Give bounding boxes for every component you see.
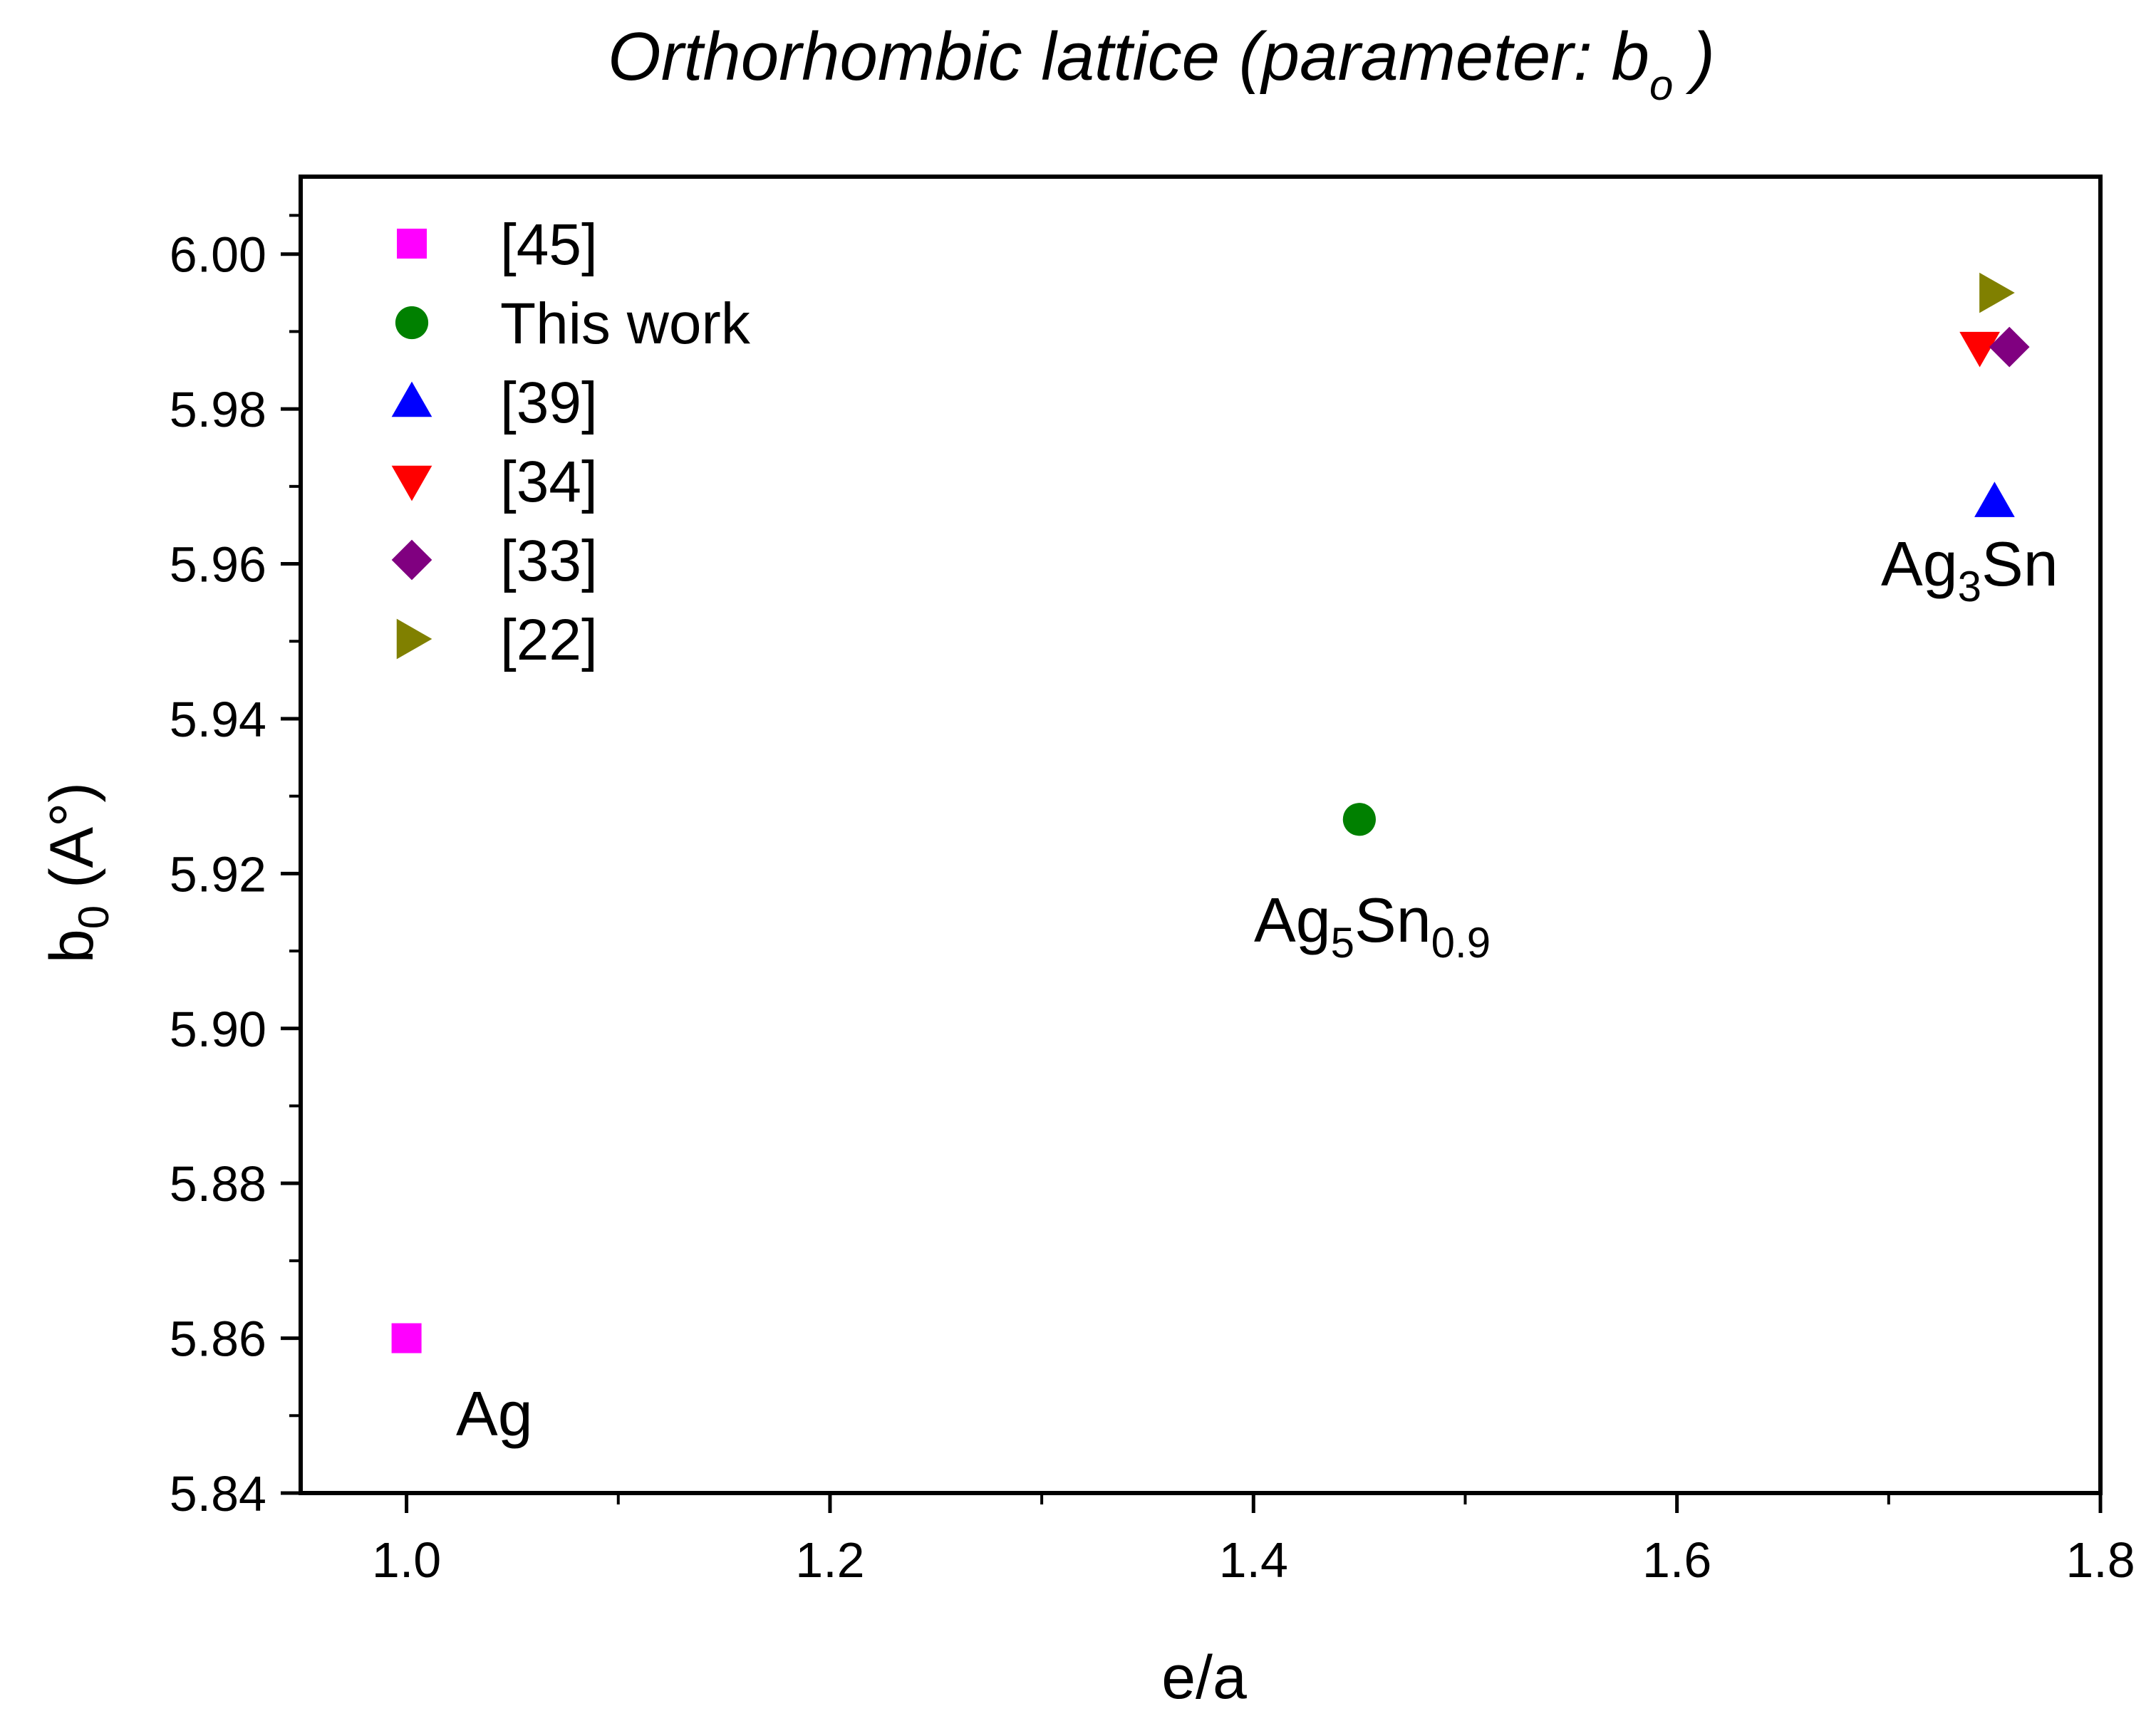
y-tick-label: 5.90 <box>170 1002 266 1057</box>
legend: [45] This work [39] [34] [33] [22] <box>391 212 751 672</box>
y-tick-label: 5.86 <box>170 1311 266 1367</box>
chart-title: Orthorhombic lattice (parameter: bo ) <box>608 19 1715 109</box>
y-axis-title-main: b <box>38 929 106 963</box>
x-tick-label: 1.2 <box>795 1532 864 1588</box>
y-tick-label: 5.94 <box>170 692 266 747</box>
legend-marker-45 <box>397 229 427 259</box>
data-point-22 <box>1979 272 2015 313</box>
x-axis-title: e/a <box>1161 1643 1247 1712</box>
y-tick-label: 5.84 <box>170 1466 266 1522</box>
y-tick-label: 5.96 <box>170 537 266 593</box>
y-axis-title: b0 (A°) <box>38 782 118 963</box>
legend-marker-33 <box>391 539 432 581</box>
legend-label-this-work: This work <box>500 291 751 356</box>
annotation-ag5sn: Ag5Sn0.9 <box>1254 885 1491 967</box>
annotation-ag5sn-sub-2: 0.9 <box>1431 919 1491 967</box>
chart-title-end: ) <box>1673 19 1715 95</box>
legend-marker-34 <box>391 465 432 501</box>
data-point-33 <box>1989 326 2030 368</box>
y-tick-label: 5.92 <box>170 846 266 902</box>
annotation-ag3sn-text: Sn <box>1981 529 2058 599</box>
plot-frame <box>299 175 2103 1495</box>
annotation-ag3sn-base: Ag <box>1881 529 1958 599</box>
legend-label-45: [45] <box>500 212 598 277</box>
legend-marker-22 <box>396 618 432 660</box>
data-points <box>391 272 2030 1353</box>
annotation-ag: Ag <box>456 1378 533 1449</box>
chart-title-subscript: o <box>1649 61 1673 109</box>
legend-label-22: [22] <box>500 608 598 672</box>
legend-marker-39 <box>391 381 432 417</box>
x-tick-label: 1.6 <box>1642 1532 1711 1588</box>
y-axis-title-end: (A°) <box>38 782 106 905</box>
annotation-ag3sn-sub: 3 <box>1958 563 1981 610</box>
annotation-ag5sn-text: Sn <box>1354 885 1431 955</box>
annotation-ag3sn: Ag3Sn <box>1881 529 2058 610</box>
legend-label-34: [34] <box>500 449 598 514</box>
legend-label-33: [33] <box>500 529 598 593</box>
chart-title-main: Orthorhombic lattice (parameter: b <box>608 19 1649 95</box>
data-point-34 <box>1959 331 2000 368</box>
x-tick-label: 1.8 <box>2066 1532 2135 1588</box>
annotation-ag-base: Ag <box>456 1378 533 1449</box>
y-tick-label: 6.00 <box>170 227 266 283</box>
y-axis-title-subscript: 0 <box>70 905 118 929</box>
x-tick-label: 1.4 <box>1219 1532 1288 1588</box>
data-point-39 <box>1974 482 2015 517</box>
data-point-45 <box>391 1323 422 1353</box>
y-tick-label: 5.88 <box>170 1156 266 1212</box>
y-tick-label: 5.98 <box>170 382 266 437</box>
data-point-this-work <box>1342 803 1376 836</box>
annotation-ag5sn-sub-1: 5 <box>1331 919 1354 967</box>
annotation-ag5sn-base: Ag <box>1254 885 1331 955</box>
legend-label-39: [39] <box>500 370 598 435</box>
x-tick-label: 1.0 <box>372 1532 441 1588</box>
plot-axes: 1.0 1.2 1.4 1.6 1.8 5.84 5.86 5.88 5.90 5.92 5.94 5… <box>170 175 2135 1588</box>
legend-marker-this-work <box>395 306 429 340</box>
